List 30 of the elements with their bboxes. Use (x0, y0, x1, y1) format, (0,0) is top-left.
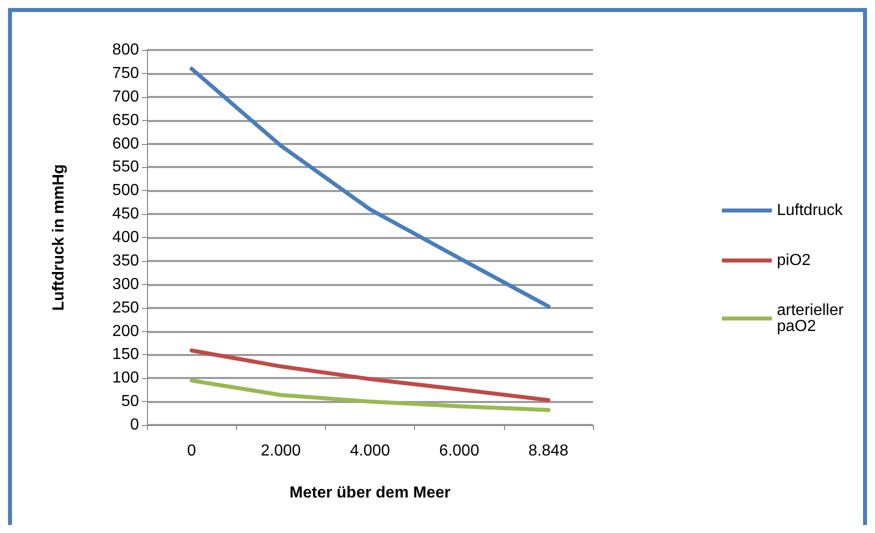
x-tick-label: 0 (187, 442, 196, 460)
x-axis-title: Meter über dem Meer (290, 484, 450, 502)
y-tick-label: 650 (112, 112, 140, 129)
x-tick-label: 2.000 (260, 442, 301, 460)
y-tick-label: 800 (112, 42, 140, 58)
y-tick-label: 350 (112, 252, 140, 270)
y-tick-label: 500 (112, 182, 140, 200)
y-tick-label: 0 (130, 416, 140, 434)
line-series (190, 378, 550, 412)
x-tick-label: 6.000 (439, 442, 480, 460)
y-tick-label: 150 (112, 346, 140, 364)
y-tick-label: 700 (112, 88, 140, 106)
x-tick-label: 8.848 (528, 442, 569, 460)
y-tick-label: 550 (112, 158, 140, 176)
y-tick-label: 100 (112, 370, 140, 387)
y-tick-label: 400 (112, 229, 140, 246)
line-series (190, 348, 550, 402)
y-tick-label: 200 (112, 322, 140, 340)
y-tick-label: 750 (112, 64, 140, 82)
y-tick-label: 300 (112, 276, 140, 293)
legend-label: arterieller paO2 (776, 302, 848, 335)
y-tick-label: 250 (112, 299, 140, 316)
line-series (190, 66, 550, 308)
y-tick-label: 600 (112, 135, 140, 152)
y-tick-label: 50 (121, 393, 140, 410)
y-tick-label: 450 (112, 206, 140, 223)
x-tick-label: 4.000 (350, 442, 390, 460)
legend-label: piO2 (776, 252, 811, 269)
y-axis-title: Luftdruck in mmHg (50, 164, 68, 311)
legend-label: Luftdruck (776, 202, 844, 219)
